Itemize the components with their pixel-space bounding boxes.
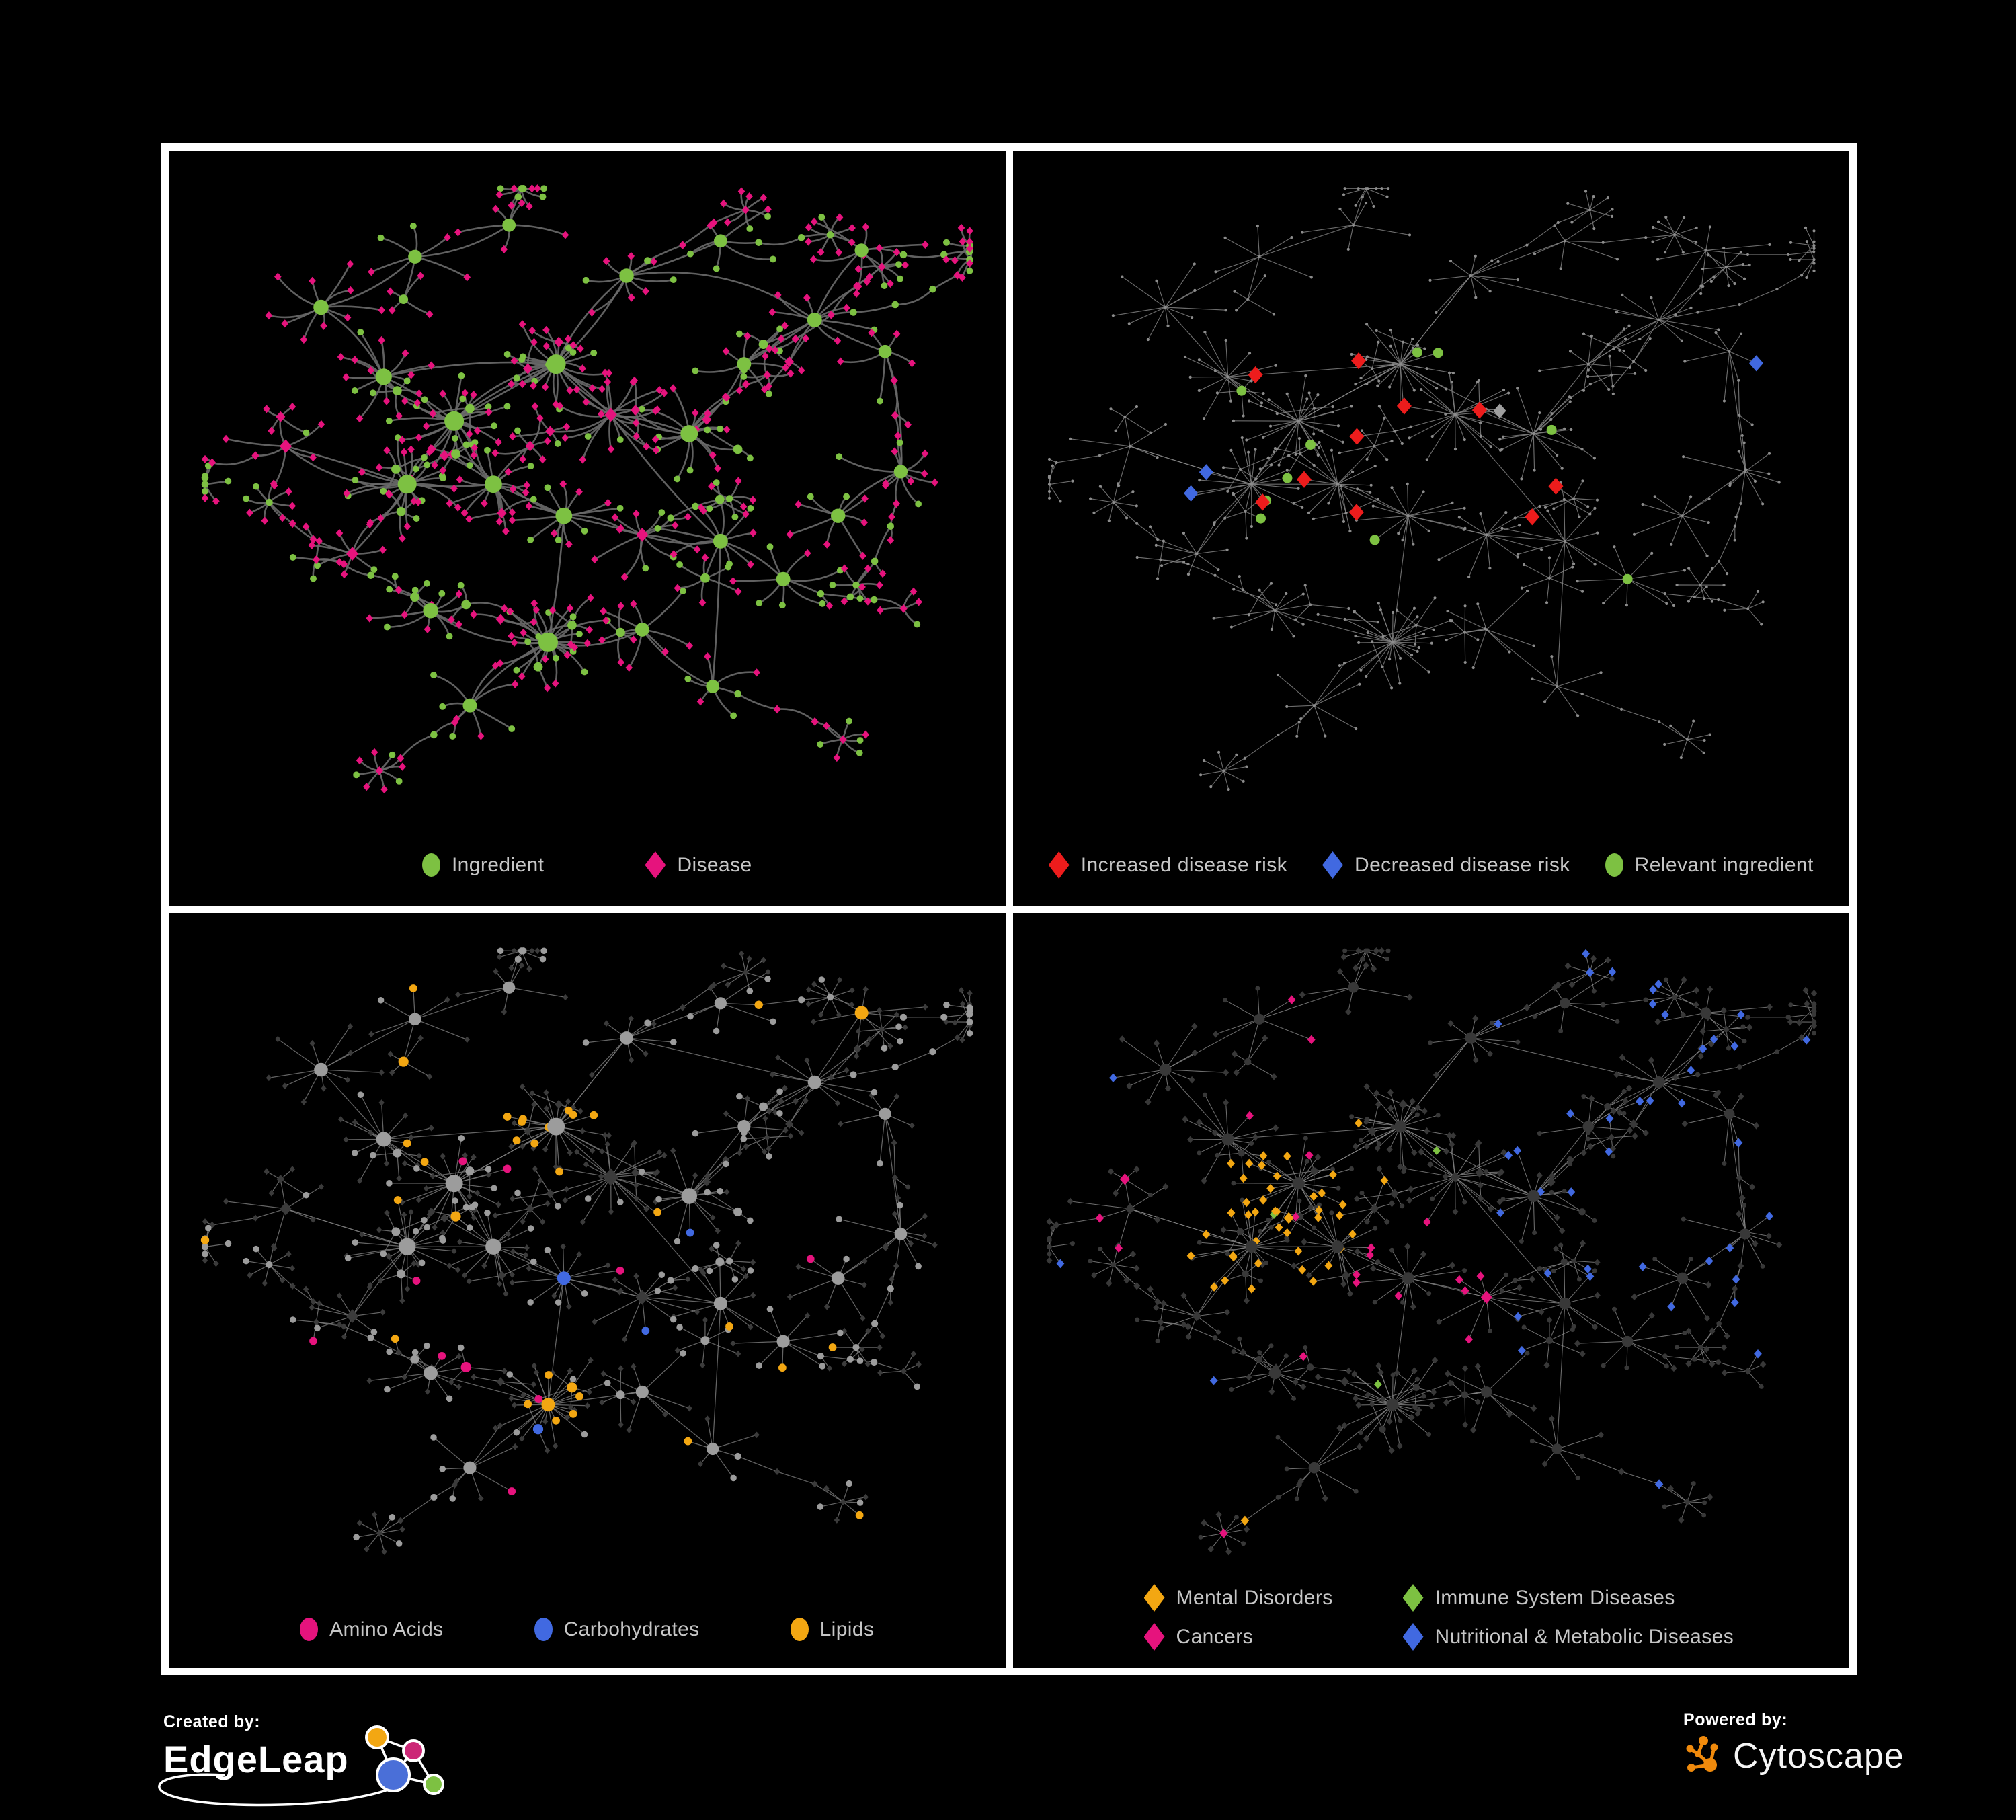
legend-item-immune-system-diseases: Immune System Diseases [1402, 1584, 1734, 1612]
panel-ingredient-disease: Ingredient Disease [169, 151, 1006, 906]
cancers-marker-icon [1143, 1623, 1165, 1651]
legend-label: Relevant ingredient [1634, 853, 1814, 876]
cytoscape-wordmark: Cytoscape [1733, 1737, 1904, 1776]
legend-disease-categories: Mental Disorders Immune System Diseases … [1143, 1584, 1734, 1651]
legend-item-cancers: Cancers [1143, 1623, 1403, 1651]
nutritional-metabolic-marker-icon [1402, 1623, 1424, 1651]
disease-marker-icon [645, 851, 666, 879]
created-by-label: Created by: [163, 1712, 261, 1731]
legend-ingredient-disease: Ingredient Disease [169, 851, 1006, 879]
relevant-ingredient-marker-icon [1605, 853, 1623, 877]
legend-disease-risk: Increased disease risk Decreased disease… [1013, 851, 1850, 879]
legend-label: Ingredient [451, 853, 545, 876]
panel-disease-risk: Increased disease risk Decreased disease… [1012, 151, 1850, 906]
decreased-risk-marker-icon [1322, 851, 1344, 879]
legend-label: Lipids [819, 1618, 875, 1640]
legend-item-decreased-risk: Decreased disease risk [1322, 851, 1570, 879]
ingredient-marker-icon [421, 853, 440, 877]
panel-nutrient-classes: Amino Acids Carbohydrates Lipids [169, 913, 1006, 1668]
powered-by-label: Powered by: [1683, 1710, 1788, 1729]
legend-item-nutritional-metabolic-diseases: Nutritional & Metabolic Diseases [1402, 1623, 1734, 1651]
legend-item-carbohydrates: Carbohydrates [534, 1618, 700, 1641]
legend-label: Carbohydrates [563, 1618, 700, 1640]
legend-label: Increased disease risk [1080, 853, 1288, 876]
immune-system-diseases-marker-icon [1402, 1584, 1424, 1612]
legend-nutrient-classes: Amino Acids Carbohydrates Lipids [169, 1618, 1006, 1641]
legend-label: Amino Acids [329, 1618, 444, 1640]
legend-item-relevant-ingredient: Relevant ingredient [1605, 853, 1814, 877]
carbohydrates-marker-icon [534, 1618, 553, 1641]
cytoscape-credit: Powered by: Cytosc [1683, 1710, 1904, 1778]
cytoscape-icon [1686, 1736, 1718, 1772]
network-graph-nutrient-classes [200, 947, 973, 1555]
panel-grid: Ingredient Disease Increased disease ris… [161, 143, 1857, 1675]
legend-item-amino-acids: Amino Acids [300, 1618, 443, 1641]
panel-disease-categories: Mental Disorders Immune System Diseases … [1012, 913, 1849, 1668]
network-graph-disease-risk [1047, 187, 1816, 791]
edgeleap-network-icon [365, 1725, 444, 1795]
legend-item-disease: Disease [645, 851, 752, 879]
edgeleap-logo: EdgeLeap [158, 1725, 486, 1807]
legend-label: Cancers [1176, 1625, 1254, 1648]
legend-label: Immune System Diseases [1435, 1586, 1675, 1609]
amino-acids-marker-icon [300, 1618, 319, 1641]
legend-item-ingredient: Ingredient [421, 853, 545, 877]
network-graph-ingredient-disease [201, 184, 973, 794]
legend-label: Decreased disease risk [1355, 853, 1570, 876]
legend-label: Nutritional & Metabolic Diseases [1435, 1625, 1734, 1648]
legend-item-lipids: Lipids [790, 1618, 875, 1641]
legend-label: Mental Disorders [1176, 1586, 1333, 1609]
increased-risk-marker-icon [1048, 851, 1070, 879]
lipids-marker-icon [790, 1618, 809, 1641]
mental-disorders-marker-icon [1143, 1584, 1165, 1612]
legend-item-mental-disorders: Mental Disorders [1143, 1584, 1403, 1612]
edgeleap-credit: Created by: EdgeLeap [158, 1712, 486, 1807]
legend-item-increased-risk: Increased disease risk [1048, 851, 1288, 879]
edgeleap-wordmark: EdgeLeap [163, 1738, 349, 1780]
network-graph-disease-categories [1045, 947, 1817, 1556]
cytoscape-logo: Cytoscape [1683, 1734, 1904, 1778]
legend-label: Disease [677, 853, 752, 876]
